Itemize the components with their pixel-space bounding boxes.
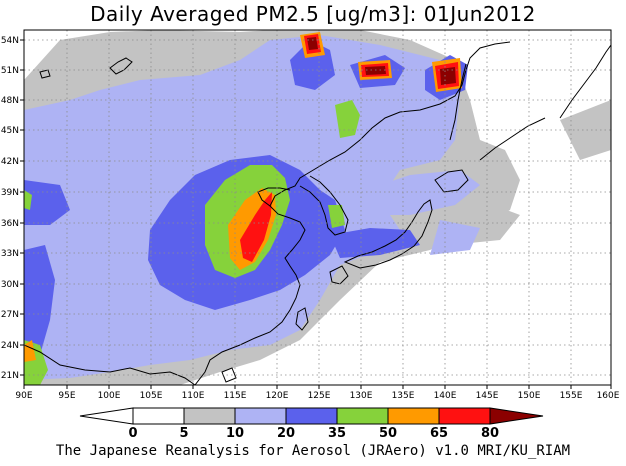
pm25-region-20b <box>330 228 420 258</box>
colorbar-label: 10 <box>226 426 244 441</box>
pm25-region-20g <box>24 180 70 225</box>
x-tick-label: 95E <box>58 391 75 401</box>
colorbar-max-arrow <box>489 407 544 425</box>
pm25-region-35e <box>24 190 32 210</box>
colorbar-segment-0 <box>132 407 185 425</box>
y-tick-label: 33N <box>1 249 19 259</box>
x-tick-label: 90E <box>15 391 32 401</box>
pm25-region-10b <box>350 170 480 215</box>
x-tick-label: 150E <box>518 391 541 401</box>
y-axis-labels: 21N 24N 27N 30N 33N 36N 39N 42N 45N 48N … <box>1 36 19 381</box>
colorbar-segment-20 <box>285 407 338 425</box>
colorbar-min-arrow <box>79 407 134 425</box>
gridlines <box>24 30 611 385</box>
colorbar-labels: 0 5 10 20 35 50 65 80 <box>128 426 499 441</box>
pm25-region-65 <box>240 192 272 262</box>
coast-taiwan <box>295 307 309 331</box>
colorbar-segment-65 <box>438 407 491 425</box>
coast-hainan <box>221 367 237 383</box>
map-frame <box>23 29 612 386</box>
y-tick-label: 45N <box>1 126 19 136</box>
pm25-field <box>24 30 611 385</box>
x-tick-label: 125E <box>308 391 331 401</box>
x-tick-label: 130E <box>350 391 373 401</box>
x-tick-label: 110E <box>182 391 205 401</box>
footer-credit: The Japanese Reanalysis for Aerosol (JRA… <box>55 443 571 459</box>
coast-lake-baikal <box>109 57 133 75</box>
colorbar-segment-5 <box>183 407 236 425</box>
x-tick-label: 115E <box>224 391 247 401</box>
y-tick-label: 51N <box>1 66 19 76</box>
x-tick-label: 100E <box>98 391 121 401</box>
coast-japan-honshu <box>343 199 433 269</box>
pm25-region-80b <box>365 66 386 75</box>
x-tick-label: 105E <box>140 391 163 401</box>
y-tick-label: 42N <box>1 157 19 167</box>
colorbar <box>79 407 544 425</box>
x-tick-label: 145E <box>476 391 499 401</box>
y-tick-label: 36N <box>1 219 19 229</box>
coast-japan-kyushu <box>329 265 349 285</box>
pm25-region-80 <box>307 37 318 50</box>
y-tick-label: 27N <box>1 310 19 320</box>
pm25-region-10c <box>430 220 480 255</box>
pm25-region-20c <box>24 245 55 370</box>
coastlines <box>24 41 611 385</box>
colorbar-label: 65 <box>430 426 448 441</box>
colorbar-label: 50 <box>379 426 397 441</box>
x-axis-labels: 90E 95E 100E 105E 110E 115E 120E 125E 13… <box>15 391 619 401</box>
colorbar-segment-50 <box>387 407 440 425</box>
x-tick-label: 155E <box>560 391 583 401</box>
coast-sakhalin <box>449 63 467 141</box>
colorbar-label: 0 <box>128 426 137 441</box>
coast-kamchatka <box>559 44 611 119</box>
colorbar-label: 5 <box>179 426 188 441</box>
coast-bohai <box>257 187 291 207</box>
x-tick-label: 135E <box>392 391 415 401</box>
y-tick-label: 39N <box>1 188 19 198</box>
y-tick-label: 54N <box>1 36 19 46</box>
colorbar-segment-35 <box>336 407 389 425</box>
coast-kurils <box>479 117 546 161</box>
map-title: Daily Averaged PM2.5 [ug/m3]: 01Jun2012 <box>90 2 536 26</box>
colorbar-label: 80 <box>481 426 499 441</box>
y-tick-label: 21N <box>1 371 19 381</box>
colorbar-segment-10 <box>234 407 287 425</box>
tick-marks <box>20 39 612 389</box>
pm25-region-35b <box>335 100 360 138</box>
y-tick-label: 30N <box>1 280 19 290</box>
x-tick-label: 160E <box>597 391 620 401</box>
x-tick-label: 120E <box>266 391 289 401</box>
pm25-region-35d <box>328 205 345 228</box>
pm25-region-80c <box>440 67 456 85</box>
pm25-region-5b <box>560 100 611 160</box>
y-tick-label: 24N <box>1 341 19 351</box>
x-tick-label: 140E <box>434 391 457 401</box>
pm25-region-50e <box>24 340 36 362</box>
coast-korea <box>299 175 349 236</box>
coast-lake-2 <box>39 69 51 79</box>
colorbar-label: 35 <box>328 426 346 441</box>
colorbar-label: 20 <box>277 426 295 441</box>
y-tick-label: 48N <box>1 96 19 106</box>
